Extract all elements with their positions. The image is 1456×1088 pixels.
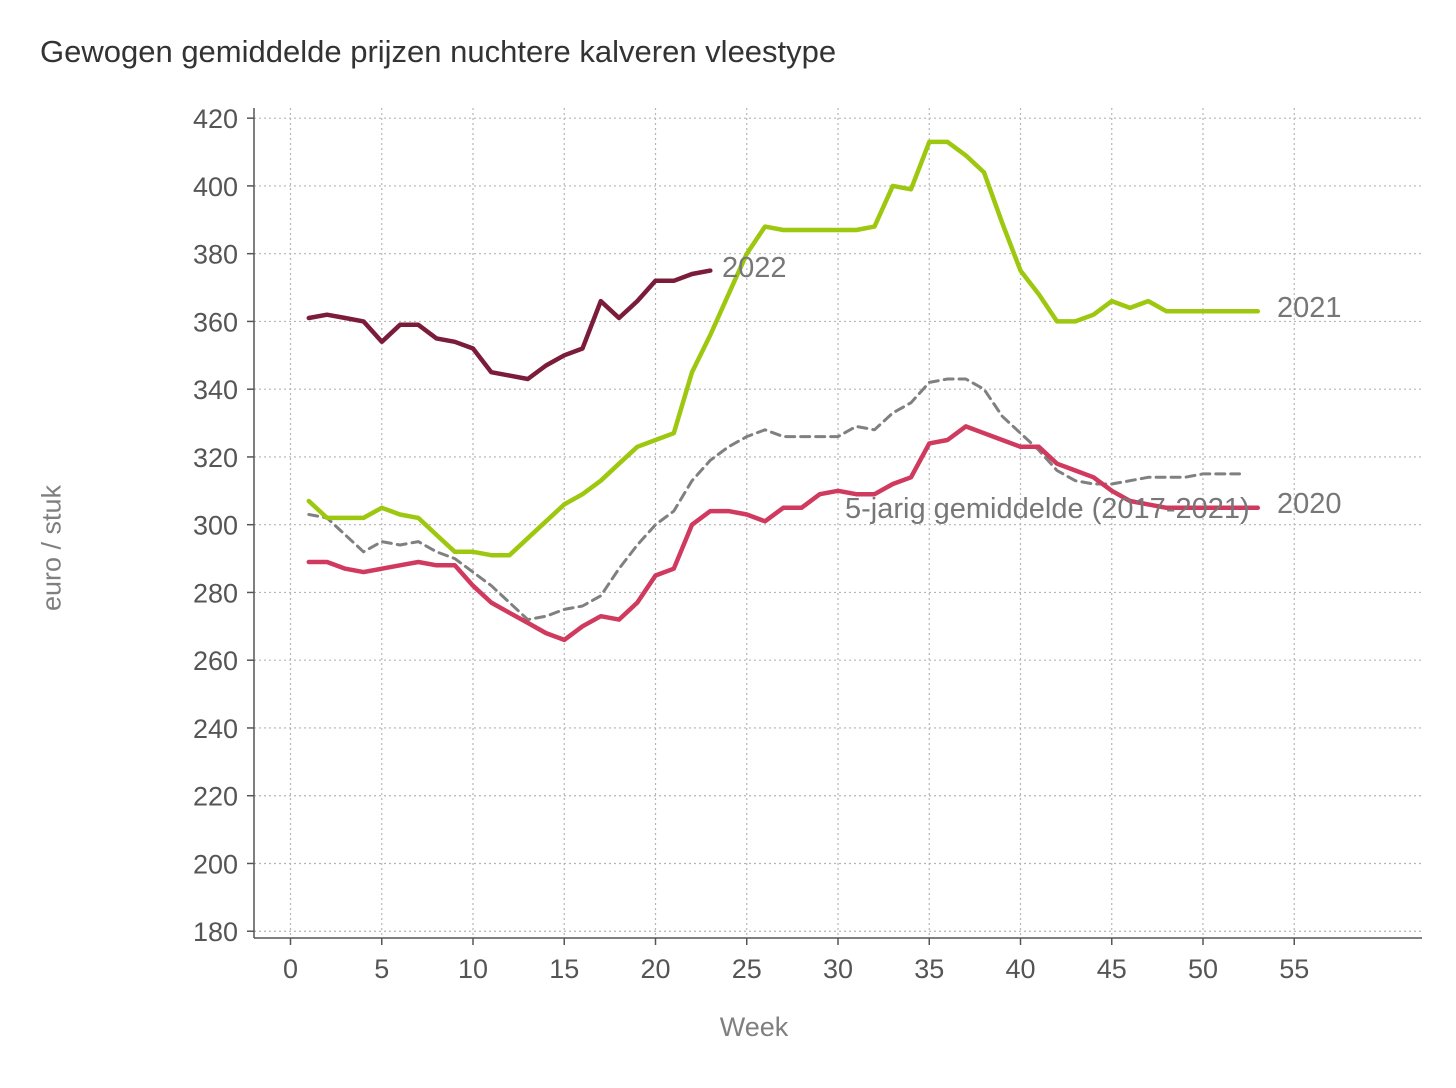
y-tick-label: 420 bbox=[193, 104, 238, 134]
series-line-2 bbox=[306, 139, 1261, 558]
x-tick-label: 40 bbox=[1005, 954, 1035, 984]
x-tick-label: 50 bbox=[1188, 954, 1218, 984]
y-tick-label: 300 bbox=[193, 511, 238, 541]
x-tick-label: 0 bbox=[283, 954, 298, 984]
label-2022: 2022 bbox=[722, 252, 787, 284]
axes bbox=[247, 108, 1422, 945]
series-line-1 bbox=[306, 424, 1261, 643]
y-tick-label: 220 bbox=[193, 782, 238, 812]
series-line-3 bbox=[306, 268, 713, 382]
y-tick-label: 320 bbox=[193, 443, 238, 473]
x-tick-label: 55 bbox=[1279, 954, 1309, 984]
label-2020: 2020 bbox=[1277, 488, 1342, 520]
grid-lines bbox=[254, 108, 1422, 938]
label-2021: 2021 bbox=[1277, 292, 1342, 324]
series-labels: 2022 2021 2020 5-jarig gemiddelde (2017-… bbox=[722, 252, 1342, 525]
x-tick-label: 5 bbox=[374, 954, 389, 984]
y-tick-label: 400 bbox=[193, 172, 238, 202]
y-tick-label: 200 bbox=[193, 849, 238, 879]
y-tick-label: 260 bbox=[193, 646, 238, 676]
x-tick-label: 30 bbox=[823, 954, 853, 984]
y-tick-label: 180 bbox=[193, 917, 238, 947]
x-tick-label: 25 bbox=[732, 954, 762, 984]
y-tick-label: 240 bbox=[193, 714, 238, 744]
y-tick-label: 360 bbox=[193, 307, 238, 337]
series-lines bbox=[306, 139, 1261, 643]
label-5-year-average: 5-jarig gemiddelde (2017-2021) bbox=[845, 493, 1250, 525]
tick-labels: 180 200 220 240 260 280 300 320 340 360 380 400 420 0… bbox=[193, 104, 1309, 984]
series-line-0 bbox=[307, 377, 1241, 622]
x-tick-label: 35 bbox=[914, 954, 944, 984]
y-tick-label: 340 bbox=[193, 375, 238, 405]
chart-title: Gewogen gemiddelde prijzen nuchtere kalv… bbox=[40, 34, 837, 69]
x-tick-label: 15 bbox=[549, 954, 579, 984]
x-tick-label: 10 bbox=[458, 954, 488, 984]
y-tick-label: 380 bbox=[193, 240, 238, 270]
y-tick-label: 280 bbox=[193, 578, 238, 608]
x-tick-label: 45 bbox=[1097, 954, 1127, 984]
x-tick-label: 20 bbox=[640, 954, 670, 984]
x-axis-label: Week bbox=[719, 1012, 789, 1042]
